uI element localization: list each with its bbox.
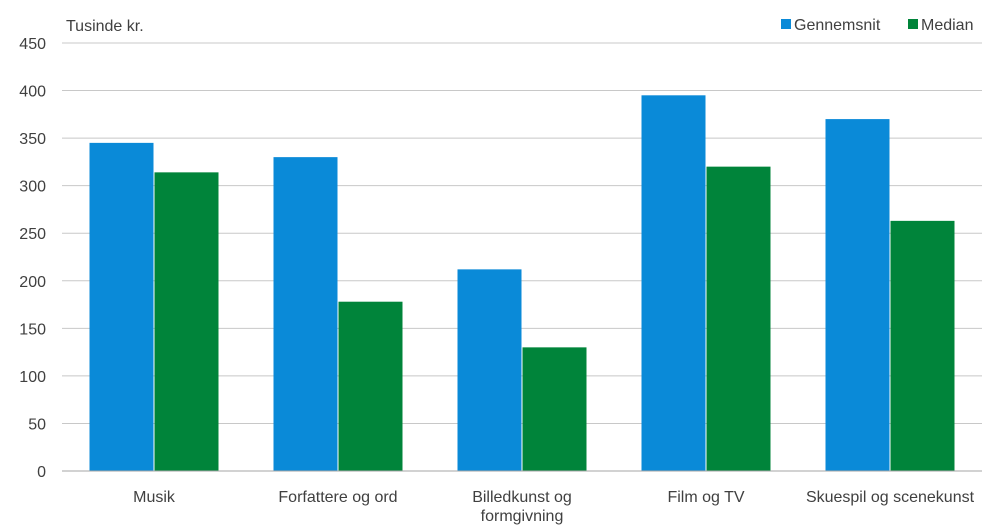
bar-median-2 <box>522 347 587 471</box>
bar-median-0 <box>154 172 219 471</box>
legend-label-median: Median <box>921 17 973 34</box>
bar-gennemsnit-2 <box>457 269 522 471</box>
x-category-label-line: Billedkunst og <box>472 489 572 506</box>
y-tick-label-50: 50 <box>28 416 46 433</box>
bar-median-1 <box>338 301 403 471</box>
legend-label-gennemsnit: Gennemsnit <box>794 17 881 34</box>
x-category-label-2: Billedkunst og formgivning <box>472 489 572 525</box>
y-tick-label-250: 250 <box>19 226 46 243</box>
x-category-label-1: Forfattere og ord <box>278 489 397 506</box>
y-tick-label-300: 300 <box>19 179 46 196</box>
x-category-label-line: formgivning <box>481 508 564 525</box>
legend-swatch-gennemsnit <box>781 19 791 29</box>
y-tick-label-350: 350 <box>19 131 46 148</box>
y-tick-label-200: 200 <box>19 274 46 291</box>
y-tick-label-450: 450 <box>19 36 46 53</box>
x-category-label-4: Skuespil og scenekunst <box>806 489 975 506</box>
x-category-label-0: Musik <box>133 489 176 506</box>
bar-gennemsnit-1 <box>273 157 338 471</box>
bar-gennemsnit-4 <box>825 119 890 471</box>
legend: Gennemsnit Median <box>781 17 973 34</box>
bar-gennemsnit-0 <box>89 142 154 471</box>
bar-median-4 <box>890 220 955 471</box>
bars <box>89 95 955 472</box>
y-axis-ticks: 0 50 100 150 200 250 300 350 400 450 <box>19 36 46 481</box>
x-axis-category-labels: Musik Forfattere og ord Billedkunst og form… <box>133 489 974 525</box>
x-category-label-line: Musik <box>133 489 176 506</box>
x-category-label-3: Film og TV <box>667 489 744 506</box>
x-category-label-line: Film og TV <box>667 489 744 506</box>
legend-swatch-median <box>908 19 918 29</box>
y-tick-label-0: 0 <box>37 464 46 481</box>
bar-gennemsnit-3 <box>641 95 706 472</box>
y-tick-label-400: 400 <box>19 84 46 101</box>
x-category-label-line: Skuespil og scenekunst <box>806 489 975 506</box>
y-axis-unit-label: Tusinde kr. <box>66 18 144 35</box>
y-tick-label-150: 150 <box>19 321 46 338</box>
x-category-label-line: Forfattere og ord <box>278 489 397 506</box>
y-tick-label-100: 100 <box>19 369 46 386</box>
bar-median-3 <box>706 166 771 471</box>
